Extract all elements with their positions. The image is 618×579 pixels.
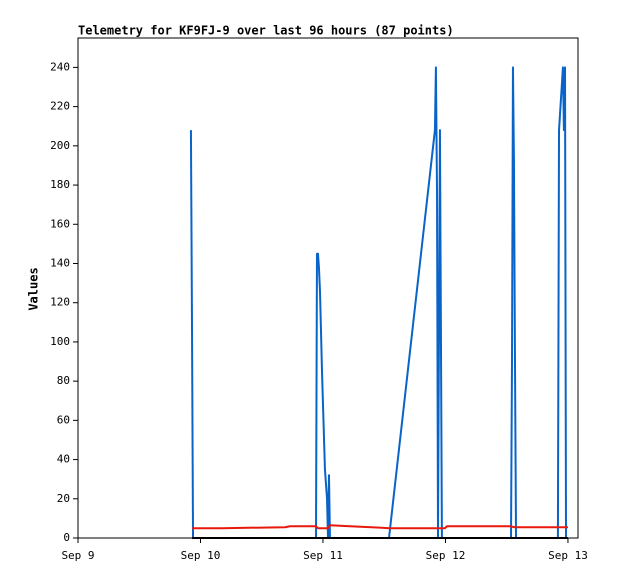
y-tick-label: 120 <box>50 296 70 309</box>
series-line <box>192 524 568 530</box>
y-tick-label: 220 <box>50 100 70 113</box>
y-tick-label: 160 <box>50 217 70 230</box>
y-tick-label: 200 <box>50 139 70 152</box>
y-tick-label: 80 <box>57 374 70 387</box>
y-tick-label: 240 <box>50 60 70 73</box>
y-tick-label: 180 <box>50 178 70 191</box>
y-tick-label: 60 <box>57 413 70 426</box>
y-tick-label: 100 <box>50 335 70 348</box>
chart-title: Telemetry for KF9FJ-9 over last 96 hours… <box>78 24 454 38</box>
x-tick-label: Sep 12 <box>426 549 466 562</box>
y-tick-label: 40 <box>57 453 70 466</box>
x-tick-label: Sep 10 <box>181 549 221 562</box>
y-tick-label: 0 <box>63 531 70 544</box>
x-tick-label: Sep 9 <box>61 549 94 562</box>
y-axis-label: Values <box>27 267 41 310</box>
x-tick-label: Sep 13 <box>548 549 588 562</box>
y-tick-label: 20 <box>57 492 70 505</box>
x-tick-label: Sep 11 <box>303 549 343 562</box>
plot-frame <box>77 37 579 539</box>
series-line <box>189 66 567 539</box>
y-tick-label: 140 <box>50 256 70 269</box>
